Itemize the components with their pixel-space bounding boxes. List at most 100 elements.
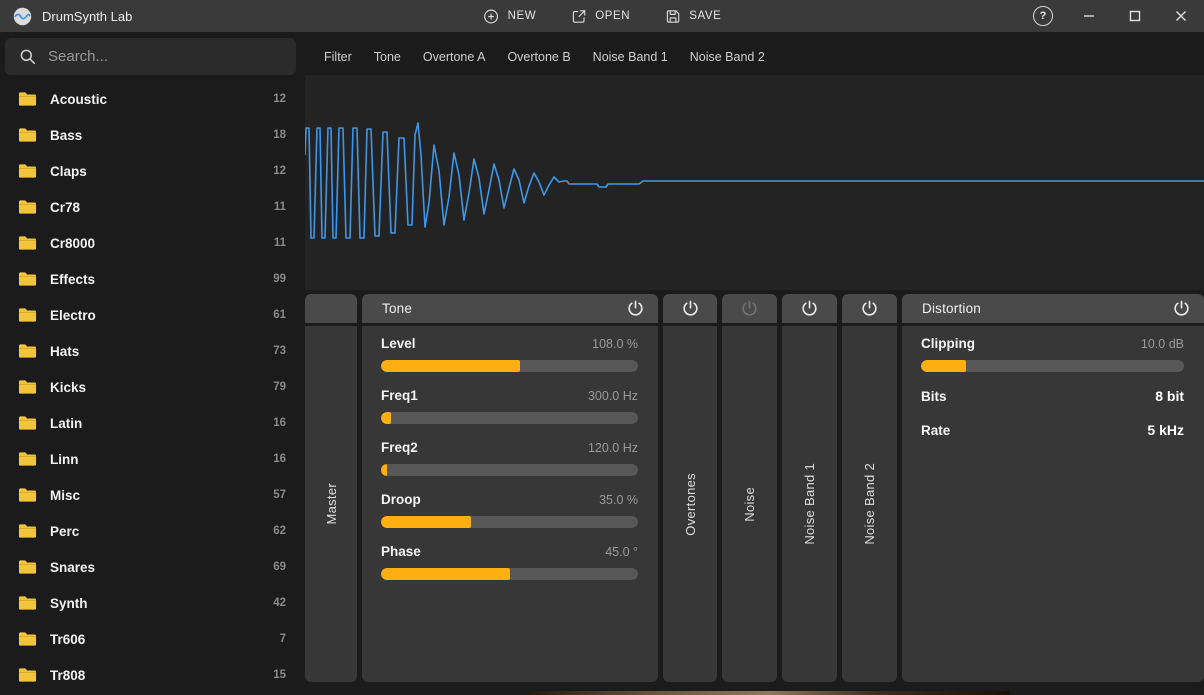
folder-name: Acoustic — [50, 92, 273, 107]
tab-tone[interactable]: Tone — [363, 50, 412, 64]
slider-fill — [921, 360, 966, 372]
folder-row-cr78[interactable]: Cr78 11 — [0, 189, 300, 225]
folder-row-acoustic[interactable]: Acoustic 12 — [0, 81, 300, 117]
folder-icon — [18, 235, 37, 251]
maximize-icon — [1129, 10, 1141, 22]
master-panel[interactable]: Master — [305, 326, 357, 682]
folder-count: 57 — [273, 489, 286, 501]
maximize-button[interactable] — [1112, 0, 1158, 32]
folder-row-tr606[interactable]: Tr606 7 — [0, 621, 300, 657]
tab-filter[interactable]: Filter — [313, 50, 363, 64]
folder-icon — [18, 343, 37, 359]
distortion-power-button[interactable] — [1166, 297, 1196, 321]
new-button[interactable]: NEW — [483, 8, 537, 25]
noise-band-1-power-button[interactable] — [795, 297, 825, 321]
waveform-display — [305, 75, 1204, 290]
folder-row-synth[interactable]: Synth 42 — [0, 585, 300, 621]
slider-track-droop[interactable] — [381, 516, 638, 528]
tab-noise-band-1[interactable]: Noise Band 1 — [582, 50, 679, 64]
slider-track-freq2[interactable] — [381, 464, 638, 476]
distortion-panel-header: Distortion — [902, 294, 1204, 323]
folder-row-hats[interactable]: Hats 73 — [0, 333, 300, 369]
distortion-panel-title: Distortion — [902, 301, 1166, 316]
stepper-row-rate[interactable]: Rate 5 kHz — [921, 422, 1184, 446]
folder-row-linn[interactable]: Linn 16 — [0, 441, 300, 477]
new-plus-icon — [483, 8, 500, 25]
tab-overtone-a[interactable]: Overtone A — [412, 50, 497, 64]
open-button[interactable]: OPEN — [570, 8, 630, 25]
tab-overtone-b[interactable]: Overtone B — [496, 50, 581, 64]
folder-count: 11 — [274, 201, 286, 213]
desktop-background-peek — [530, 691, 1010, 695]
overtones-power-button[interactable] — [675, 297, 705, 321]
noise-band-2-panel-collapsed[interactable]: Noise Band 2 — [842, 326, 897, 682]
tab-noise-band-2[interactable]: Noise Band 2 — [679, 50, 776, 64]
stepper-value-rate: 5 kHz — [1147, 422, 1184, 438]
save-button-label: SAVE — [689, 10, 721, 22]
slider-track-phase[interactable] — [381, 568, 638, 580]
slider-fill — [381, 464, 387, 476]
folder-count: 62 — [273, 525, 286, 537]
tone-power-button[interactable] — [620, 297, 650, 321]
noise-panel-collapsed[interactable]: Noise — [722, 326, 777, 682]
folder-count: 16 — [273, 453, 286, 465]
help-button[interactable]: ? — [1020, 0, 1066, 32]
stepper-label-rate: Rate — [921, 423, 1147, 438]
power-icon — [1172, 299, 1191, 318]
folder-row-snares[interactable]: Snares 69 — [0, 549, 300, 585]
folder-icon — [18, 199, 37, 215]
slider-track-level[interactable] — [381, 360, 638, 372]
search-input[interactable] — [46, 47, 270, 66]
folder-row-kicks[interactable]: Kicks 79 — [0, 369, 300, 405]
folder-count: 73 — [273, 345, 286, 357]
close-button[interactable] — [1158, 0, 1204, 32]
slider-track-clipping[interactable] — [921, 360, 1184, 372]
slider-track-freq1[interactable] — [381, 412, 638, 424]
editor-tabs: Filter Tone Overtone A Overtone B Noise … — [305, 40, 776, 74]
slider-label-freq2: Freq2 — [381, 440, 588, 455]
folder-row-latin[interactable]: Latin 16 — [0, 405, 300, 441]
folder-name: Misc — [50, 488, 273, 503]
folder-icon — [18, 595, 37, 611]
overtones-vertical-label: Overtones — [683, 473, 698, 536]
folder-icon — [18, 523, 37, 539]
folder-count: 99 — [273, 273, 286, 285]
folder-row-claps[interactable]: Claps 12 — [0, 153, 300, 189]
noise-power-button[interactable] — [735, 297, 765, 321]
save-button[interactable]: SAVE — [664, 8, 721, 25]
folder-row-tr808[interactable]: Tr808 15 — [0, 657, 300, 693]
folder-icon — [18, 451, 37, 467]
folder-count: 12 — [273, 93, 286, 105]
noise-band-1-panel-collapsed[interactable]: Noise Band 1 — [782, 326, 837, 682]
noise-band-2-vertical-label: Noise Band 2 — [862, 463, 877, 545]
app-identity: DrumSynth Lab — [0, 6, 132, 27]
folder-name: Bass — [50, 128, 273, 143]
overtones-panel-collapsed[interactable]: Overtones — [663, 326, 717, 682]
folder-row-perc[interactable]: Perc 62 — [0, 513, 300, 549]
noise-band-2-panel-header — [842, 294, 897, 323]
power-icon — [800, 299, 819, 318]
stepper-label-bits: Bits — [921, 389, 1155, 404]
minimize-button[interactable] — [1066, 0, 1112, 32]
folder-icon — [18, 91, 37, 107]
slider-fill — [381, 412, 391, 424]
folder-row-misc[interactable]: Misc 57 — [0, 477, 300, 513]
distortion-panel: Clipping 10.0 dB Bits 8 bit Rate 5 kHz — [902, 326, 1204, 682]
noise-band-2-power-button[interactable] — [855, 297, 885, 321]
slider-row-clipping: Clipping 10.0 dB — [921, 336, 1184, 372]
folder-icon — [18, 667, 37, 683]
slider-row-level: Level 108.0 % — [381, 336, 638, 372]
noise-vertical-label: Noise — [742, 487, 757, 522]
folder-row-electro[interactable]: Electro 61 — [0, 297, 300, 333]
power-icon — [626, 299, 645, 318]
folder-row-bass[interactable]: Bass 18 — [0, 117, 300, 153]
folder-name: Kicks — [50, 380, 273, 395]
stepper-row-bits[interactable]: Bits 8 bit — [921, 388, 1184, 412]
folder-icon — [18, 631, 37, 647]
folder-row-cr8000[interactable]: Cr8000 11 — [0, 225, 300, 261]
folder-row-effects[interactable]: Effects 99 — [0, 261, 300, 297]
slider-row-phase: Phase 45.0 ° — [381, 544, 638, 580]
stepper-value-bits: 8 bit — [1155, 388, 1184, 404]
search-box[interactable] — [5, 38, 296, 75]
power-icon — [860, 299, 879, 318]
